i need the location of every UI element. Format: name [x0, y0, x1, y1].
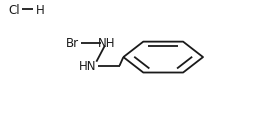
Text: HN: HN — [79, 60, 96, 73]
Text: Br: Br — [65, 37, 79, 50]
Text: Cl: Cl — [8, 4, 20, 17]
Text: H: H — [35, 4, 44, 17]
Text: NH: NH — [98, 37, 115, 50]
